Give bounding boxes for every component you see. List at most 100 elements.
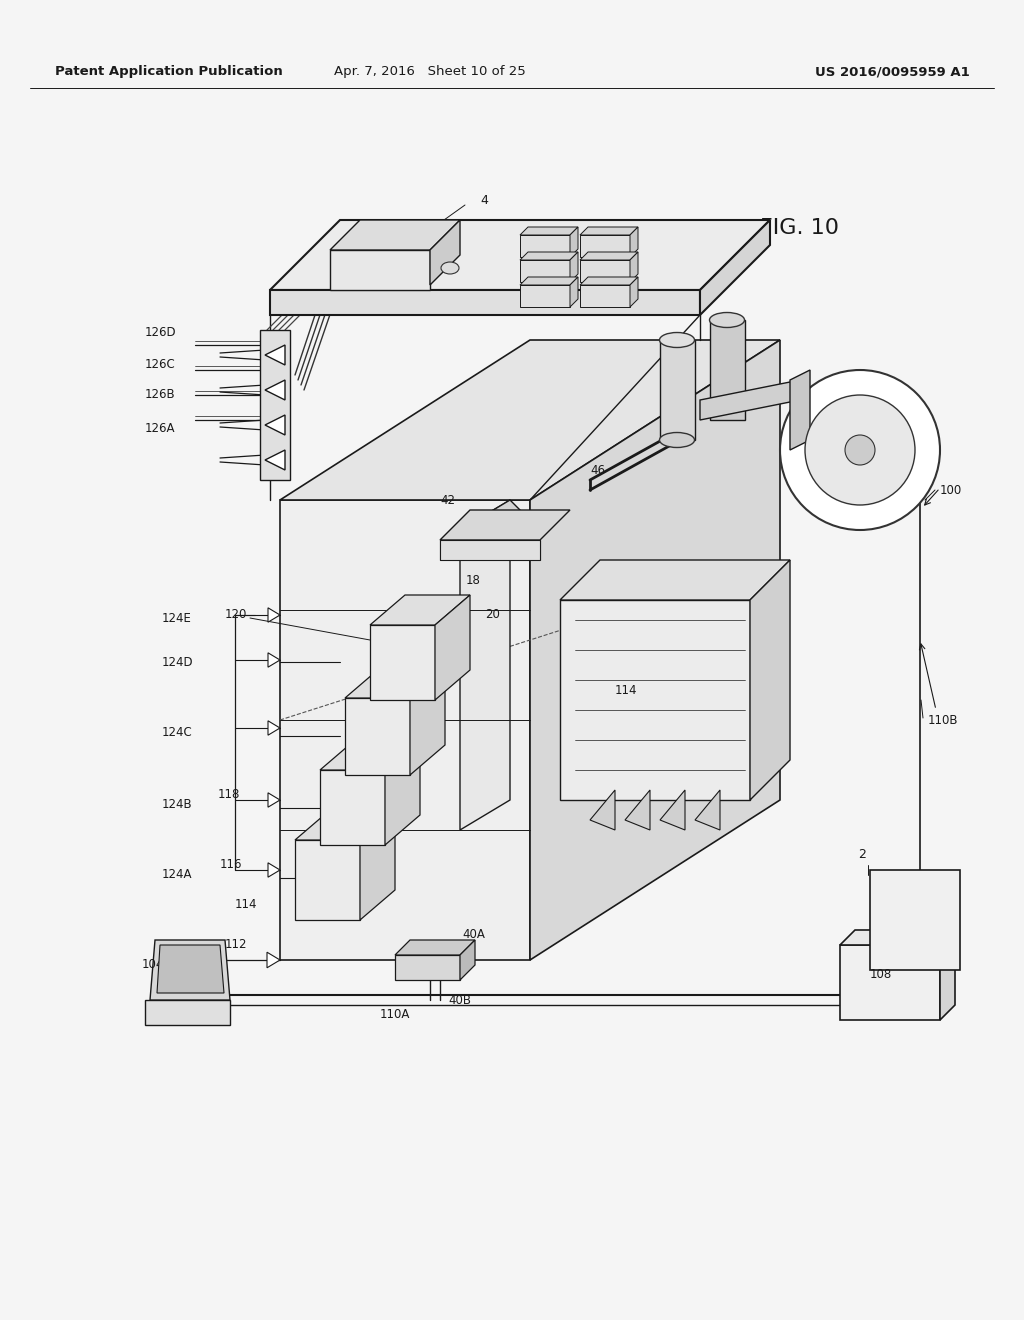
Text: Patent Application Publication: Patent Application Publication [55,66,283,78]
Text: 4: 4 [480,194,487,206]
Text: 42: 42 [440,494,455,507]
Polygon shape [660,341,695,440]
Text: 124C: 124C [162,726,193,738]
Polygon shape [265,414,285,436]
Polygon shape [520,285,570,308]
Text: 18: 18 [466,573,481,586]
Ellipse shape [659,333,694,347]
Polygon shape [268,793,280,808]
Polygon shape [267,952,280,968]
Text: 126B: 126B [145,388,176,401]
Polygon shape [700,380,800,420]
Text: 116: 116 [220,858,243,871]
Polygon shape [268,863,280,878]
Polygon shape [460,500,510,830]
Polygon shape [157,945,224,993]
Text: 2: 2 [858,849,866,862]
Polygon shape [630,277,638,308]
Text: 124B: 124B [162,799,193,812]
Polygon shape [150,940,230,1001]
Text: 124D: 124D [162,656,194,668]
Text: 124A: 124A [162,869,193,882]
Text: 120: 120 [225,609,248,622]
Text: 122A: 122A [300,284,318,312]
Polygon shape [430,220,460,285]
Text: 108: 108 [870,969,892,982]
Text: 126C: 126C [145,359,176,371]
Polygon shape [440,510,570,540]
Polygon shape [940,931,955,1020]
Polygon shape [750,560,790,800]
Polygon shape [265,380,285,400]
Polygon shape [435,595,470,700]
Polygon shape [370,624,435,700]
Circle shape [845,436,874,465]
Text: 118: 118 [218,788,241,801]
Text: 46: 46 [590,463,605,477]
Polygon shape [580,252,638,260]
Text: 126D: 126D [145,326,176,339]
Polygon shape [870,870,961,970]
Polygon shape [319,770,385,845]
Text: 122D: 122D [331,263,349,292]
Polygon shape [840,945,940,1020]
Text: US 2016/0095959 A1: US 2016/0095959 A1 [815,66,970,78]
Polygon shape [268,607,280,622]
Polygon shape [270,290,700,315]
Polygon shape [440,540,540,560]
Polygon shape [840,931,955,945]
Polygon shape [710,319,745,420]
Text: 110B: 110B [928,714,958,726]
Text: 126A: 126A [145,421,175,434]
Polygon shape [580,277,638,285]
Polygon shape [580,285,630,308]
Text: 100: 100 [940,483,963,496]
Polygon shape [660,789,685,830]
Polygon shape [265,345,285,366]
Circle shape [780,370,940,531]
Polygon shape [145,1001,230,1026]
Polygon shape [520,252,578,260]
Polygon shape [520,227,578,235]
Polygon shape [590,789,615,830]
Polygon shape [570,227,578,257]
Polygon shape [410,668,445,775]
Polygon shape [330,249,430,290]
Polygon shape [268,721,280,735]
Polygon shape [625,789,650,830]
Text: 122C: 122C [321,269,339,298]
Polygon shape [520,235,570,257]
Ellipse shape [441,261,459,275]
Text: 106: 106 [168,972,190,985]
Polygon shape [520,260,570,282]
Polygon shape [790,370,810,450]
Polygon shape [268,653,280,667]
Text: 114: 114 [234,899,257,912]
Text: 104: 104 [142,958,165,972]
Polygon shape [570,252,578,282]
Polygon shape [560,560,790,601]
Text: FIG. 10: FIG. 10 [760,218,839,238]
Text: 122B: 122B [310,276,329,305]
Polygon shape [370,595,470,624]
Polygon shape [280,341,780,500]
Polygon shape [630,227,638,257]
Polygon shape [260,330,290,480]
Text: Apr. 7, 2016   Sheet 10 of 25: Apr. 7, 2016 Sheet 10 of 25 [334,66,526,78]
Polygon shape [580,260,630,282]
Polygon shape [265,450,285,470]
Polygon shape [295,810,395,840]
Polygon shape [319,741,420,770]
Polygon shape [530,341,780,960]
Polygon shape [580,227,638,235]
Polygon shape [330,220,460,249]
Text: 40A: 40A [462,928,485,941]
Circle shape [805,395,915,506]
Polygon shape [580,235,630,257]
Text: 40B: 40B [449,994,471,1006]
Polygon shape [560,601,750,800]
Polygon shape [460,500,530,550]
Text: 20: 20 [485,609,500,622]
Polygon shape [295,840,360,920]
Text: 110A: 110A [380,1008,411,1022]
